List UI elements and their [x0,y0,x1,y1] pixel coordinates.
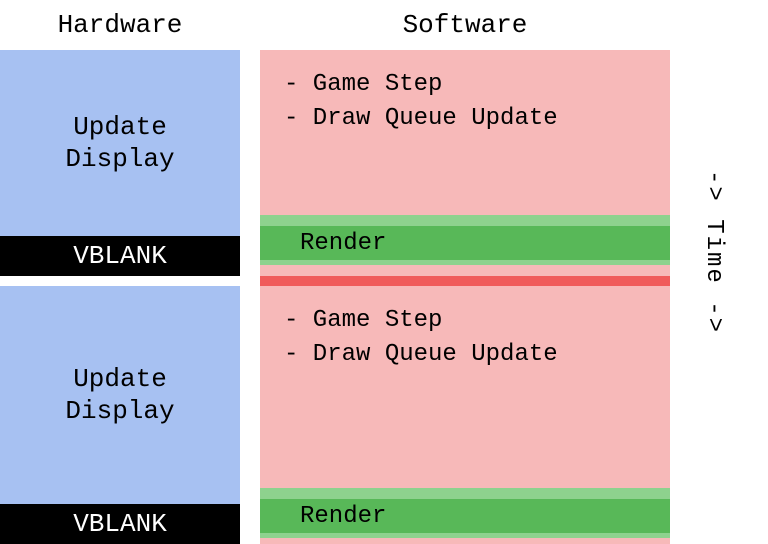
hw-vblank: VBLANK [0,236,240,276]
hw-update-line2: Display [65,395,174,428]
sw-steps: - Game Step - Draw Queue Update [260,50,582,135]
hw-update-line1: Update [73,363,167,396]
sw-render-inner: Render [260,226,670,260]
hardware-column: UpdateDisplayVBLANKUpdateDisplayVBLANK [0,50,240,544]
header-hardware: Hardware [0,10,240,40]
time-axis-label: -> Time -> [700,170,727,334]
sw-render-inner: Render [260,499,670,533]
hw-update-line1: Update [73,111,167,144]
sw-steps: - Game Step - Draw Queue Update [260,286,582,371]
sw-frame-gap [260,276,670,286]
header-row: Hardware Software [0,0,768,50]
hw-update-display: UpdateDisplay [0,286,240,504]
hw-update-line2: Display [65,143,174,176]
hw-vblank: VBLANK [0,504,240,544]
timeline: UpdateDisplayVBLANKUpdateDisplayVBLANK -… [0,50,670,544]
software-column: - Game Step - Draw Queue Update Render - G… [260,50,670,544]
hw-update-display: UpdateDisplay [0,50,240,236]
header-software: Software [260,10,670,40]
